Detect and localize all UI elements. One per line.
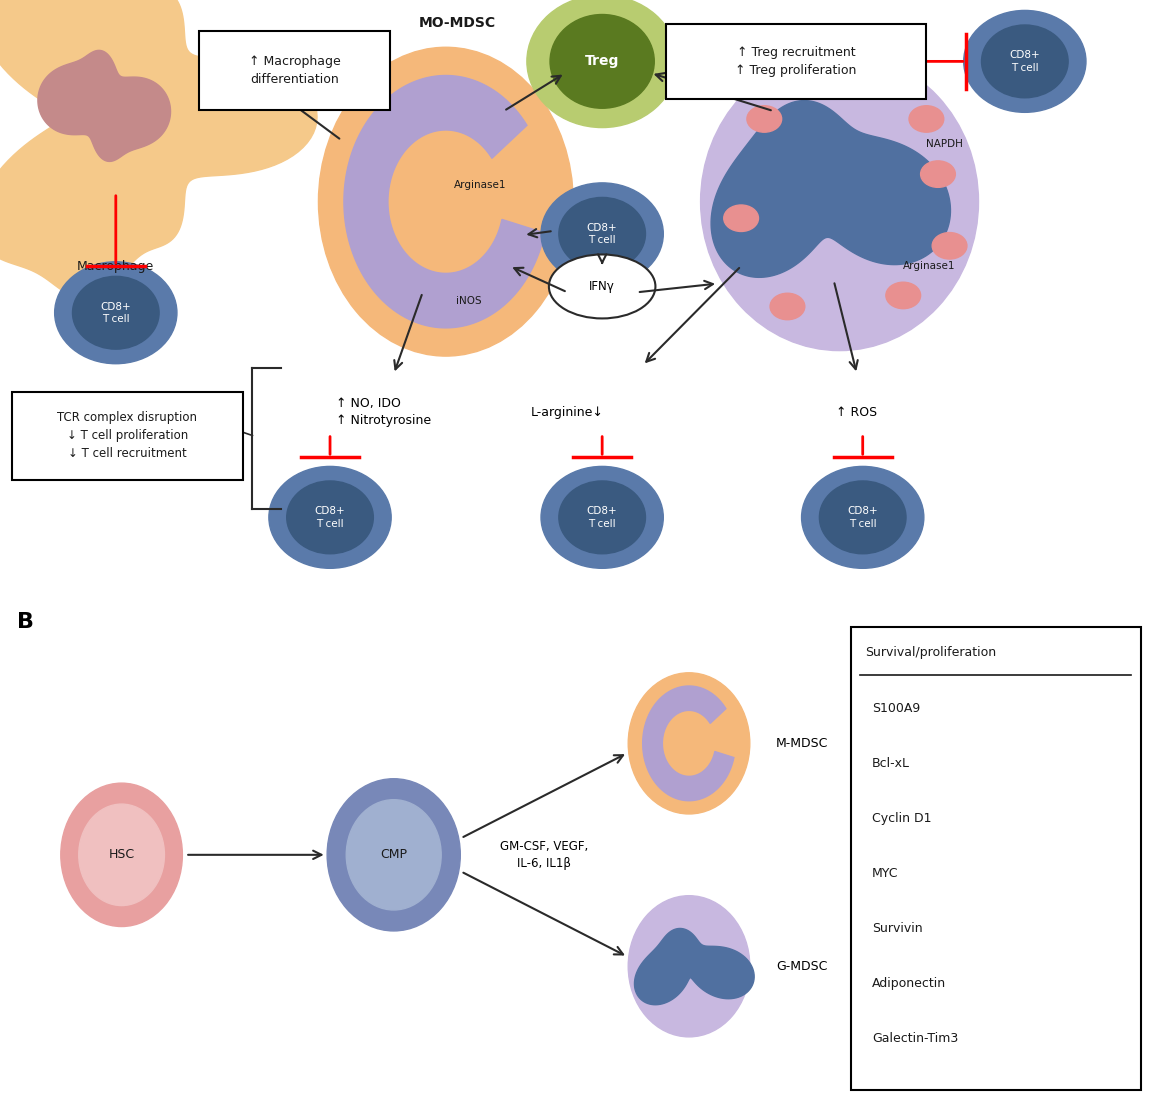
Ellipse shape [541,467,664,568]
FancyBboxPatch shape [666,24,926,99]
Ellipse shape [963,10,1086,113]
Text: Galectin-Tim3: Galectin-Tim3 [872,1032,958,1046]
Ellipse shape [921,161,955,188]
Text: Treg: Treg [585,54,620,68]
Ellipse shape [527,0,677,128]
FancyBboxPatch shape [851,627,1141,1090]
Ellipse shape [982,25,1068,98]
Ellipse shape [559,481,645,554]
Text: S100A9: S100A9 [872,702,921,715]
Text: Cyclin D1: Cyclin D1 [872,812,931,825]
Text: G-MDSC: G-MDSC [776,960,827,973]
Polygon shape [711,100,951,277]
Text: Survival/proliferation: Survival/proliferation [865,646,996,660]
Polygon shape [635,929,754,1005]
Text: ↑ Macrophage
differentiation: ↑ Macrophage differentiation [249,55,340,86]
Text: CMP: CMP [380,848,408,861]
Ellipse shape [559,197,645,270]
Text: CD8+
T cell: CD8+ T cell [587,223,617,245]
Text: NAPDH: NAPDH [926,139,963,149]
Text: MO-MDSC: MO-MDSC [419,17,496,30]
Text: Arginase1: Arginase1 [903,260,955,270]
Text: HSC: HSC [109,848,134,861]
Ellipse shape [346,800,441,910]
Ellipse shape [60,783,182,927]
Ellipse shape [820,481,906,554]
Ellipse shape [770,293,805,320]
Text: M-MDSC: M-MDSC [776,737,828,750]
Text: ↑ ROS: ↑ ROS [836,406,878,419]
Text: IFNγ: IFNγ [589,280,615,293]
Ellipse shape [628,896,750,1037]
Text: Bcl-xL: Bcl-xL [872,757,910,770]
Ellipse shape [73,277,159,350]
Text: CD8+
T cell: CD8+ T cell [848,506,878,528]
Ellipse shape [701,53,979,351]
Text: L-arginine↓: L-arginine↓ [532,406,603,419]
Ellipse shape [909,106,944,132]
Polygon shape [643,686,734,801]
Ellipse shape [747,106,782,132]
Text: CD8+
T cell: CD8+ T cell [101,301,131,324]
Text: ↑ NO, IDO
↑ Nitrotyrosine: ↑ NO, IDO ↑ Nitrotyrosine [336,397,431,427]
Ellipse shape [541,183,664,285]
Text: iNOS: iNOS [456,296,482,306]
Ellipse shape [287,481,373,554]
Polygon shape [38,51,170,161]
Ellipse shape [549,255,655,319]
Ellipse shape [886,282,921,309]
Ellipse shape [801,467,924,568]
Ellipse shape [932,233,967,259]
Ellipse shape [269,467,391,568]
Text: Adiponectin: Adiponectin [872,977,946,990]
Ellipse shape [628,673,750,814]
Polygon shape [344,75,544,328]
Text: G-MDSC: G-MDSC [820,28,882,41]
Text: MYC: MYC [872,867,899,880]
Text: Arginase1: Arginase1 [454,180,507,190]
Ellipse shape [327,779,461,931]
Text: ↑ Treg recruitment
↑ Treg proliferation: ↑ Treg recruitment ↑ Treg proliferation [735,46,857,77]
FancyBboxPatch shape [199,31,390,110]
Ellipse shape [724,205,758,232]
Text: TCR complex disruption
↓ T cell proliferation
↓ T cell recruitment: TCR complex disruption ↓ T cell prolifer… [58,411,197,460]
Text: A: A [17,17,35,36]
Text: CD8+
T cell: CD8+ T cell [315,506,345,528]
FancyBboxPatch shape [12,392,243,480]
Text: GM-CSF, VEGF,
IL-6, IL1β: GM-CSF, VEGF, IL-6, IL1β [500,839,588,870]
Ellipse shape [54,261,177,364]
Ellipse shape [318,47,573,356]
Text: B: B [17,612,35,632]
Text: Survivin: Survivin [872,922,923,935]
Text: CD8+
T cell: CD8+ T cell [587,506,617,528]
Ellipse shape [79,804,164,906]
Text: CD8+
T cell: CD8+ T cell [1010,50,1040,73]
Text: Macrophage: Macrophage [78,260,154,274]
Polygon shape [0,0,317,298]
Ellipse shape [550,14,654,108]
